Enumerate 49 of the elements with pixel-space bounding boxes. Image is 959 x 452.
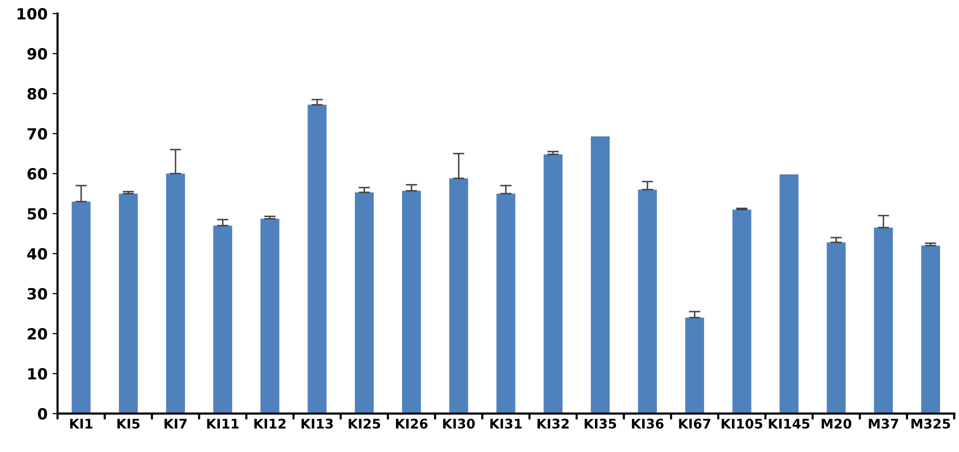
x-tick-label: KI32 xyxy=(538,418,569,429)
x-tick-label: KI35 xyxy=(584,418,616,429)
y-tick-label: 90 xyxy=(27,48,48,60)
bar xyxy=(685,318,704,414)
bar xyxy=(732,210,752,414)
bar xyxy=(402,190,421,414)
x-tick-label: KI31 xyxy=(490,418,522,429)
x-tick-label: KI30 xyxy=(443,418,475,429)
x-tick-label: KI36 xyxy=(632,418,664,429)
bar xyxy=(590,136,610,414)
bar xyxy=(544,154,563,414)
bar xyxy=(921,246,940,414)
x-tick-label: KI105 xyxy=(722,418,762,429)
y-tick-label: 20 xyxy=(28,328,48,340)
bar xyxy=(72,202,91,414)
bar xyxy=(166,174,185,414)
x-tick-label: M37 xyxy=(868,418,898,429)
bar xyxy=(826,242,846,414)
x-tick-label: KI7 xyxy=(164,418,187,428)
bar xyxy=(354,192,374,414)
bar xyxy=(118,194,138,414)
x-tick-label: KI26 xyxy=(396,418,428,429)
x-tick-label: KI145 xyxy=(768,418,810,429)
bar xyxy=(213,226,232,414)
bar xyxy=(308,104,327,414)
x-tick-label: KI1 xyxy=(70,418,92,428)
y-tick-label: 70 xyxy=(28,128,48,140)
bar xyxy=(496,194,516,414)
y-tick-label: 10 xyxy=(28,368,48,380)
bar xyxy=(260,218,280,414)
bar xyxy=(874,228,893,414)
y-tick-label: 40 xyxy=(27,248,48,260)
y-tick-label: 80 xyxy=(27,88,48,100)
y-tick-label: 30 xyxy=(28,288,48,300)
x-tick-label: M325 xyxy=(911,418,950,429)
x-tick-label: KI5 xyxy=(117,418,140,429)
bar xyxy=(638,190,657,414)
y-tick-label: 0 xyxy=(38,408,48,420)
bar xyxy=(780,174,798,414)
x-tick-label: KI25 xyxy=(348,418,380,429)
x-tick-label: KI13 xyxy=(302,418,333,429)
x-tick-label: KI67 xyxy=(679,418,710,429)
x-tick-label: M20 xyxy=(822,418,852,429)
x-tick-label: KI12 xyxy=(254,418,286,428)
x-tick-label: KI11 xyxy=(207,418,239,428)
y-tick-label: 100 xyxy=(18,8,48,20)
y-tick-label: 50 xyxy=(28,208,48,220)
y-tick-label: 60 xyxy=(28,168,48,180)
bar xyxy=(449,178,468,414)
